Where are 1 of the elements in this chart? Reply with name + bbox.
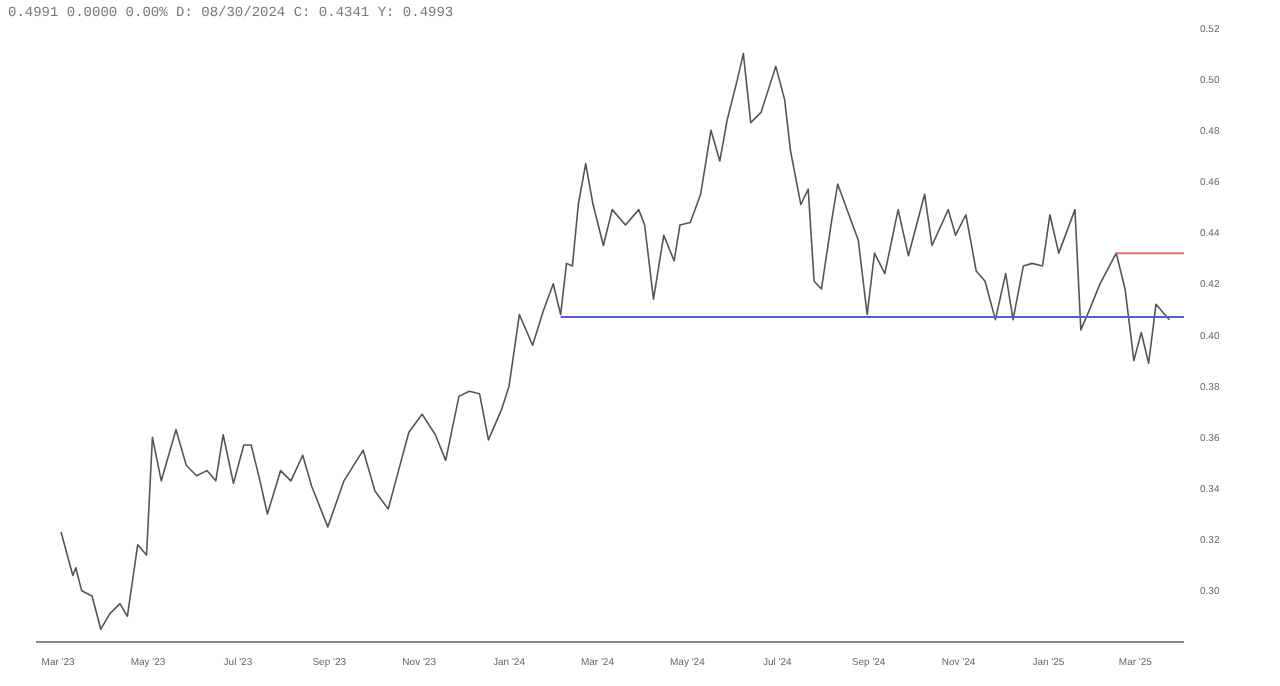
line-series [60, 52, 1171, 631]
